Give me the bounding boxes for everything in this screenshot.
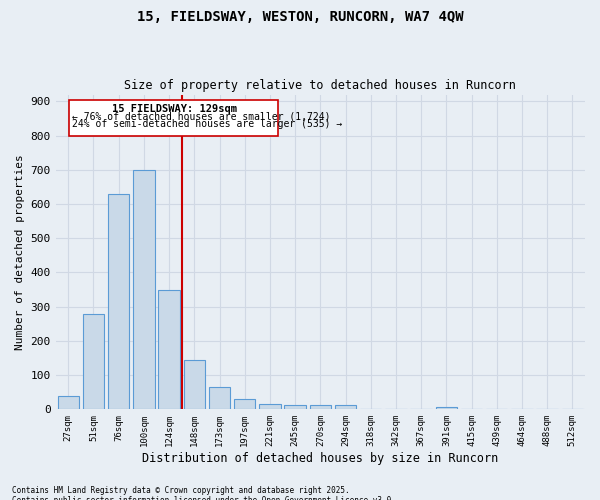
Bar	[310, 405, 331, 409]
Text: 15 FIELDSWAY: 129sqm: 15 FIELDSWAY: 129sqm	[112, 104, 236, 114]
Text: Contains HM Land Registry data © Crown copyright and database right 2025.: Contains HM Land Registry data © Crown c…	[12, 486, 350, 495]
FancyBboxPatch shape	[68, 100, 278, 136]
Bar	[58, 396, 79, 409]
Bar	[108, 194, 130, 410]
Bar	[209, 387, 230, 409]
Text: 24% of semi-detached houses are larger (535) →: 24% of semi-detached houses are larger (…	[72, 119, 343, 129]
Text: Contains public sector information licensed under the Open Government Licence v3: Contains public sector information licen…	[12, 496, 396, 500]
Text: ← 76% of detached houses are smaller (1,724): ← 76% of detached houses are smaller (1,…	[72, 112, 331, 122]
Bar	[335, 405, 356, 409]
Bar	[83, 314, 104, 410]
X-axis label: Distribution of detached houses by size in Runcorn: Distribution of detached houses by size …	[142, 452, 499, 465]
Bar	[284, 405, 306, 409]
Bar	[158, 290, 180, 410]
Bar	[436, 406, 457, 410]
Bar	[184, 360, 205, 410]
Bar	[234, 399, 256, 409]
Bar	[133, 170, 155, 410]
Text: 15, FIELDSWAY, WESTON, RUNCORN, WA7 4QW: 15, FIELDSWAY, WESTON, RUNCORN, WA7 4QW	[137, 10, 463, 24]
Y-axis label: Number of detached properties: Number of detached properties	[15, 154, 25, 350]
Title: Size of property relative to detached houses in Runcorn: Size of property relative to detached ho…	[124, 79, 516, 92]
Bar	[259, 404, 281, 409]
